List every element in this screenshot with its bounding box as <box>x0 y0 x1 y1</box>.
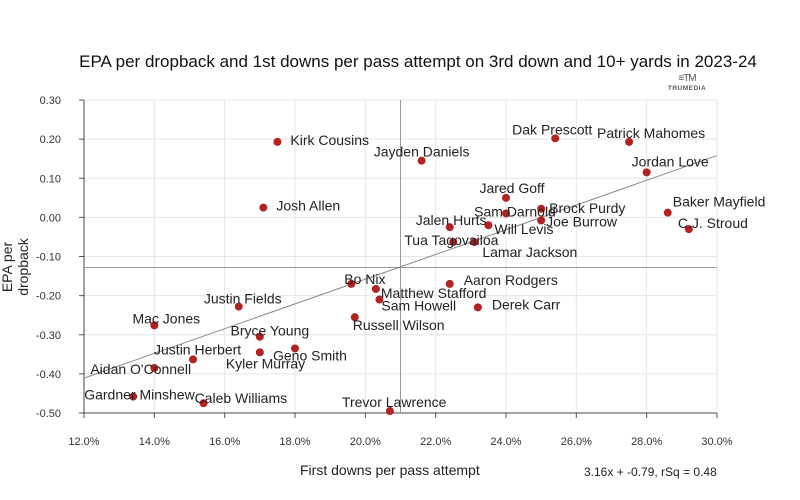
point-label: Dak Prescott <box>512 121 592 137</box>
data-point <box>350 313 359 322</box>
data-point <box>150 364 159 373</box>
data-point <box>642 168 651 177</box>
data-point <box>385 407 394 416</box>
data-point <box>484 221 493 230</box>
point-label: Lamar Jackson <box>482 244 577 260</box>
data-point <box>537 204 546 213</box>
point-label: Matthew Stafford <box>381 285 487 301</box>
data-point <box>551 134 560 143</box>
point-label: Bo Nix <box>344 271 385 287</box>
y-axis-label: EPA per dropback <box>0 238 31 296</box>
data-point <box>502 209 510 218</box>
x-tick-label: 20.0% <box>350 436 381 448</box>
point-label: Gardner Minshew <box>84 387 195 403</box>
data-point <box>449 238 458 247</box>
data-point <box>445 223 454 232</box>
data-point <box>371 284 380 293</box>
point-label: Jared Goff <box>479 180 544 196</box>
point-label: Justin Herbert <box>154 341 241 357</box>
point-label: Mac Jones <box>132 310 200 326</box>
chart-title: EPA per dropback and 1st downs per pass … <box>79 52 757 71</box>
x-tick-label: 14.0% <box>139 436 170 448</box>
data-point <box>234 302 243 311</box>
point-label: Jalen Hurts <box>416 212 487 228</box>
data-point <box>473 303 482 312</box>
data-point <box>199 399 208 408</box>
y-tick-label: -0.30 <box>36 330 61 342</box>
y-tick-label: -0.10 <box>36 252 61 264</box>
data-point <box>445 279 454 288</box>
axes: 12.0% 14.0% 16.0% 18.0% 20.0% 22.0% 24.0% 26.0%… <box>36 95 733 448</box>
point-label: Justin Fields <box>204 291 282 307</box>
trendline <box>83 155 718 379</box>
reference-lines <box>84 100 717 413</box>
data-point <box>291 344 299 353</box>
y-tick-label: -0.20 <box>36 291 61 303</box>
y-tick-label: 0.30 <box>40 95 61 107</box>
trumedia-logo-text: TRUMEDIA <box>667 85 707 92</box>
point-label: Derek Carr <box>492 296 561 312</box>
point-label: C.J. Stroud <box>678 215 748 231</box>
point-label: Sam Darnold <box>474 203 556 219</box>
data-point <box>663 208 672 217</box>
point-label: Sam Howell <box>381 298 456 314</box>
point-label: Aidan O'Connell <box>90 361 191 377</box>
data-point <box>417 156 426 165</box>
regression-label: 3.16x + -0.79, rSq = 0.48 <box>584 465 717 479</box>
point-label: Kirk Cousins <box>290 132 369 148</box>
point-label: Aaron Rodgers <box>464 272 558 288</box>
point-label: Kyler Murray <box>226 355 305 371</box>
point-label: Patrick Mahomes <box>597 125 705 141</box>
data-point <box>255 348 264 357</box>
point-label: Brock Purdy <box>549 200 625 216</box>
x-tick-label: 22.0% <box>420 436 451 448</box>
data-point <box>189 355 198 364</box>
y-tick-label: 0.20 <box>40 134 61 146</box>
point-label: Geno Smith <box>273 347 347 363</box>
data-point <box>259 203 268 212</box>
x-tick-label: 30.0% <box>701 436 732 448</box>
point-label: Russell Wilson <box>353 317 445 333</box>
x-tick-label: 18.0% <box>279 436 310 448</box>
point-label: Jayden Daniels <box>374 144 470 160</box>
data-point <box>129 392 138 401</box>
trumedia-logo: ≡TM TRUMEDIA <box>662 74 712 93</box>
point-label: Trevor Lawrence <box>342 394 447 410</box>
x-tick-label: 16.0% <box>209 436 240 448</box>
data-point <box>470 238 479 247</box>
data-point <box>255 332 264 341</box>
data-point <box>684 225 693 234</box>
points-layer <box>129 134 693 416</box>
data-point <box>150 321 159 330</box>
point-label: Caleb Williams <box>195 390 288 406</box>
y-tick-label: -0.50 <box>36 408 61 420</box>
trendline-layer <box>83 155 718 379</box>
point-labels-layer: Kirk Cousins Josh Allen Jayden Daniels Dak … <box>84 121 765 410</box>
x-axis-label: First downs per pass attempt <box>300 462 480 478</box>
data-point <box>375 295 384 304</box>
trumedia-logo-icon: ≡TM <box>678 73 696 84</box>
y-tick-label: -0.40 <box>36 369 61 381</box>
point-label: Joe Burrow <box>546 214 618 230</box>
x-tick-label: 26.0% <box>561 436 592 448</box>
point-label: Baker Mayfield <box>673 194 766 210</box>
data-point <box>537 216 546 225</box>
y-tick-label: 0.10 <box>40 173 61 185</box>
x-tick-label: 28.0% <box>631 436 662 448</box>
data-point <box>273 137 282 146</box>
point-label: Tua Tagovailoa <box>404 232 498 248</box>
x-tick-label: 24.0% <box>490 436 521 448</box>
data-point <box>347 279 356 288</box>
data-point <box>502 193 510 202</box>
point-label: Josh Allen <box>276 198 340 214</box>
x-tick-label: 12.0% <box>68 436 99 448</box>
point-label: Jordan Love <box>632 153 709 169</box>
data-point <box>625 137 634 146</box>
y-tick-label: 0.00 <box>40 212 61 224</box>
point-label: Bryce Young <box>231 323 310 339</box>
point-label: Will Levis <box>494 221 553 237</box>
